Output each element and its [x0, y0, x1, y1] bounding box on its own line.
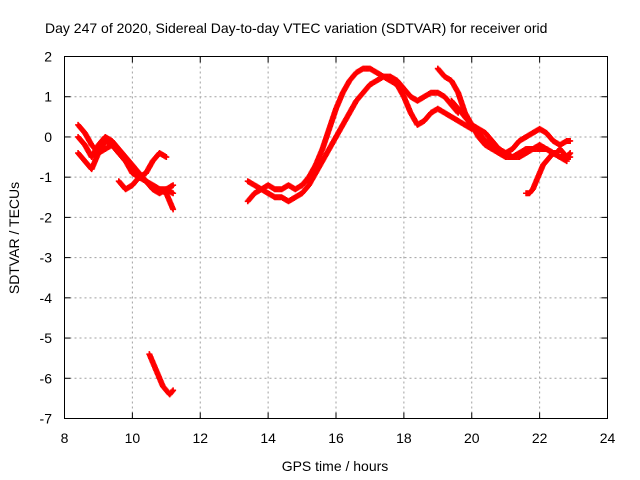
x-axis-title: GPS time / hours: [282, 458, 389, 474]
y-tick-label: -1: [40, 169, 53, 185]
data-point: [567, 137, 574, 144]
y-tick-label: -2: [40, 209, 53, 225]
series-arc-10: [461, 113, 570, 165]
x-tick-label: 8: [61, 430, 69, 446]
series-arc-3: [75, 137, 170, 181]
x-tick-label: 10: [125, 430, 141, 446]
x-tick-label: 18: [396, 430, 412, 446]
chart-title: Day 247 of 2020, Sidereal Day-to-day VTE…: [45, 20, 547, 36]
data-point: [169, 388, 176, 395]
y-tick-label: 0: [44, 129, 52, 145]
y-tick-label: -7: [40, 411, 53, 427]
series-arc-6: [244, 65, 475, 193]
series-arc-8: [434, 65, 574, 157]
x-tick-label: 12: [192, 430, 208, 446]
data-point: [170, 206, 177, 213]
series-arc-4: [115, 174, 177, 197]
y-tick-label: -6: [40, 370, 53, 386]
data-point: [170, 190, 177, 197]
x-tick-label: 24: [600, 430, 616, 446]
x-tick-label: 16: [328, 430, 344, 446]
data-point: [170, 182, 177, 189]
x-tick-label: 20: [464, 430, 480, 446]
y-tick-label: -5: [40, 330, 53, 346]
y-tick-label: 1: [44, 89, 52, 105]
data-series: [75, 65, 574, 398]
x-tick-label: 22: [532, 430, 548, 446]
x-tick-label: 14: [260, 430, 276, 446]
y-tick-label: 2: [44, 49, 52, 65]
y-tick-label: -3: [40, 250, 53, 266]
y-tick-label: -4: [40, 290, 53, 306]
series-arc-11: [523, 146, 574, 197]
data-point: [567, 154, 574, 161]
series-arc-5: [146, 351, 177, 398]
series-arc-7: [244, 73, 462, 205]
data-point: [170, 387, 177, 394]
grid-lines: [64, 56, 608, 419]
data-point: [163, 154, 170, 161]
y-axis-title: SDTVAR / TECUs: [6, 182, 22, 294]
